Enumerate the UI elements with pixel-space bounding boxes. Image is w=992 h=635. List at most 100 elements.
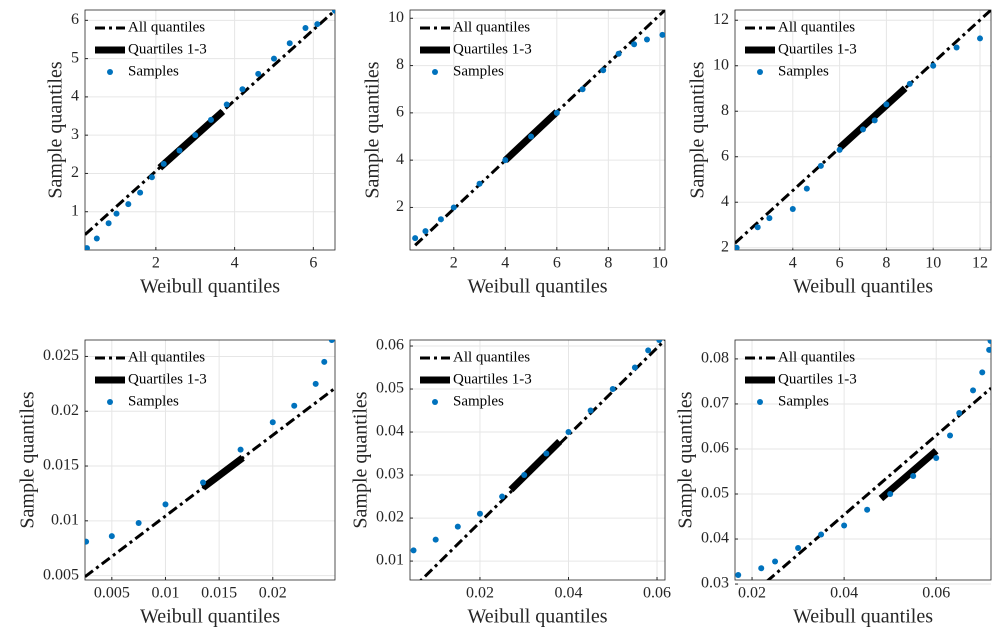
sample-point <box>609 386 616 393</box>
plot-content <box>412 10 665 247</box>
sample-point <box>176 147 183 154</box>
x-tick-label: 6 <box>309 255 317 272</box>
axes-box <box>409 339 666 581</box>
x-tick-label: 0.015 <box>201 585 237 602</box>
legend-label: Samples <box>128 63 179 79</box>
plot-content <box>85 328 336 578</box>
reference-line <box>837 85 908 151</box>
legend-label: Samples <box>128 393 179 409</box>
sample-point <box>330 328 336 334</box>
y-tick-label: 0.08 <box>701 350 729 367</box>
x-tick-label: 0.02 <box>466 585 494 602</box>
x-tick-label: 2 <box>152 255 160 272</box>
legend-label: All quantiles <box>453 19 530 35</box>
y-tick-label: 0.04 <box>701 530 729 547</box>
sample-point <box>237 446 244 453</box>
sample-point <box>841 522 848 529</box>
sample-point <box>269 419 276 426</box>
y-tick-label: 6 <box>721 147 729 164</box>
legend-label: Quartiles 1-3 <box>453 371 532 387</box>
x-tick-label: 2 <box>450 255 458 272</box>
y-tick-label: 0.04 <box>376 423 404 440</box>
x-tick-label: 6 <box>836 255 844 272</box>
y-tick-label: 2 <box>721 238 729 255</box>
sample-point <box>412 235 419 242</box>
y-tick-label: 6 <box>396 104 404 121</box>
sample-point <box>162 501 169 508</box>
sample-point <box>977 35 984 42</box>
sample-point <box>105 220 112 227</box>
legend-label: Quartiles 1-3 <box>778 371 857 387</box>
x-tick-label: 10 <box>925 255 941 272</box>
sample-point <box>207 116 214 123</box>
x-tick-label: 0.04 <box>830 585 858 602</box>
sample-point <box>255 70 262 77</box>
sample-point <box>766 215 773 222</box>
sample-point <box>645 347 652 354</box>
sample-point <box>871 117 878 124</box>
sample-point <box>543 450 550 457</box>
sample-point <box>970 387 977 394</box>
x-axis-label: Weibull quantiles <box>793 606 933 628</box>
sample-point <box>223 101 230 108</box>
x-axis-label: Weibull quantiles <box>140 276 280 298</box>
y-tick-label: 4 <box>396 151 404 168</box>
legend-marker <box>757 69 763 75</box>
legend-label: All quantiles <box>778 19 855 35</box>
reference-line <box>878 448 939 502</box>
sample-point <box>135 520 142 527</box>
x-axis-label: Weibull quantiles <box>793 276 933 298</box>
y-tick-label: 5 <box>71 49 79 66</box>
sample-point <box>735 572 742 579</box>
legend-label: All quantiles <box>128 19 205 35</box>
x-axis-label: Weibull quantiles <box>467 276 607 298</box>
sample-point <box>125 201 132 208</box>
sample-point <box>579 86 586 93</box>
sample-point <box>587 407 594 414</box>
sample-point <box>803 185 810 192</box>
reference-line <box>766 387 991 580</box>
legend-label: Samples <box>778 63 829 79</box>
y-tick-label: 10 <box>388 9 404 26</box>
legend-marker <box>107 69 113 75</box>
sample-point <box>600 67 607 74</box>
legend-label: Samples <box>453 63 504 79</box>
y-tick-label: 0.005 <box>43 566 79 583</box>
sample-point <box>986 346 991 353</box>
sample-point <box>789 206 796 213</box>
x-tick-label: 12 <box>972 255 988 272</box>
y-axis-label: Sample quantiles <box>45 61 67 198</box>
y-tick-label: 0.05 <box>701 485 729 502</box>
legend-marker <box>757 399 763 405</box>
legend-label: Samples <box>453 393 504 409</box>
sample-point <box>659 31 665 38</box>
sample-point <box>137 189 144 196</box>
sample-point <box>754 224 761 231</box>
plot-area <box>85 10 335 250</box>
y-tick-label: 2 <box>396 198 404 215</box>
subplot: 0.005 0.01 0.015 0.02 0.005 0.01 0.015 0.02 0.02… <box>17 328 336 628</box>
axes-box <box>84 339 336 581</box>
sample-point <box>332 10 335 14</box>
sample-point <box>836 146 843 153</box>
sample-point <box>200 479 207 486</box>
sample-point <box>817 162 824 169</box>
sample-point <box>643 36 650 43</box>
sample-point <box>521 472 528 479</box>
legend: All quantiles Quartiles 1-3 Samples <box>745 19 857 79</box>
x-tick-label: 0.06 <box>922 585 950 602</box>
sample-point <box>192 132 199 139</box>
legend-label: Quartiles 1-3 <box>128 41 207 57</box>
sample-point <box>758 565 765 572</box>
sample-point <box>85 538 90 545</box>
sample-point <box>291 402 298 409</box>
x-tick-label: 4 <box>789 255 797 272</box>
y-tick-label: 3 <box>71 126 79 143</box>
sample-point <box>314 21 321 28</box>
y-tick-label: 0.015 <box>43 457 79 474</box>
y-tick-label: 0.01 <box>376 552 404 569</box>
x-tick-label: 0.01 <box>151 585 179 602</box>
sample-point <box>239 86 246 93</box>
sample-point <box>454 523 461 530</box>
